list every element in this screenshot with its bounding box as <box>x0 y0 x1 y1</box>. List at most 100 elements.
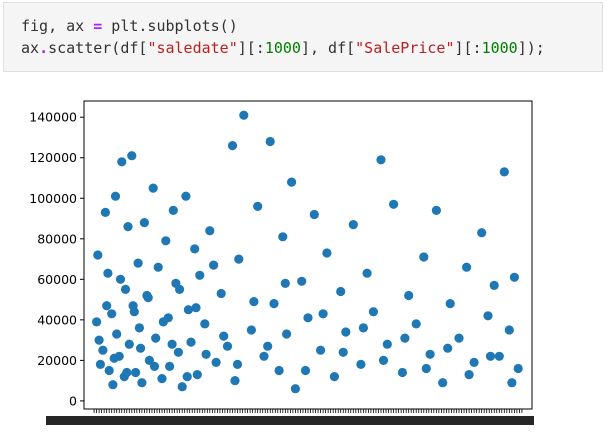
code-string: "saledate" <box>147 39 238 57</box>
scatter-point <box>133 258 143 268</box>
scatter-point <box>122 367 132 378</box>
scatter-point <box>431 205 441 215</box>
scatter-point <box>98 345 108 355</box>
scatter-point <box>216 288 226 299</box>
code-token: ], df[ <box>300 39 356 57</box>
scatter-point <box>348 220 358 230</box>
code-token: ][: <box>237 39 265 57</box>
code-token: fig, ax <box>21 17 94 35</box>
scatter-point <box>134 323 144 333</box>
code-token: scatter(df[ <box>48 39 148 57</box>
scatter-point <box>107 309 117 319</box>
code-operator: . <box>39 39 49 57</box>
scatter-point <box>129 307 139 317</box>
scatter-point <box>123 222 133 232</box>
scatter-point <box>190 244 200 254</box>
scatter-point <box>485 351 496 361</box>
scatter-point <box>421 363 431 374</box>
scatter-points <box>92 110 523 394</box>
code-number: 1000 <box>481 39 518 57</box>
scatter-point <box>454 333 464 343</box>
scatter-point <box>115 274 126 284</box>
scatter-point <box>137 378 147 388</box>
code-number: 1000 <box>264 39 301 57</box>
scatter-point <box>338 347 348 357</box>
scatter-point <box>127 151 137 161</box>
scatter-point <box>356 359 366 369</box>
scatter-point <box>183 305 193 315</box>
y-tick-label: 60000 <box>37 272 77 287</box>
code-line-1: fig, ax = plt.subplots() <box>21 17 238 35</box>
scatter-point <box>222 341 233 351</box>
scatter-point <box>287 177 297 187</box>
scatter-point <box>513 363 523 374</box>
scatter-point <box>249 297 259 307</box>
scatter-point <box>438 378 448 388</box>
scatter-point <box>297 276 307 286</box>
y-tick-label: 0 <box>69 393 77 408</box>
scatter-point <box>411 319 421 329</box>
scatter-point <box>143 293 153 303</box>
scatter-point <box>192 370 202 380</box>
scatter-point <box>300 365 311 376</box>
scatter-point <box>232 359 243 369</box>
scatter-point <box>136 343 146 353</box>
axes-frame <box>83 100 533 410</box>
code-input[interactable]: fig, ax = plt.subplots() ax.scatter(df["… <box>21 15 545 59</box>
scatter-point <box>382 339 392 349</box>
scatter-point <box>425 349 435 359</box>
scatter-point <box>400 333 410 343</box>
y-tick-label: 20000 <box>37 353 77 368</box>
scatter-point <box>95 359 105 369</box>
scatter-point <box>280 278 290 288</box>
scatter-point <box>309 209 319 220</box>
scatter-point <box>149 361 160 371</box>
scatter-point <box>201 349 211 359</box>
scatter-point <box>389 199 399 209</box>
scatter-point <box>157 374 167 384</box>
code-operator: = <box>93 17 103 35</box>
scatter-point <box>139 218 149 228</box>
y-tick-label: 100000 <box>29 191 77 206</box>
scatter-point <box>477 228 487 238</box>
scatter-point <box>265 136 275 147</box>
scatter-point <box>507 378 517 388</box>
scatter-point <box>368 307 378 317</box>
scatter-point <box>464 370 474 380</box>
code-string: "SalePrice" <box>355 39 455 57</box>
scatter-point <box>109 353 119 363</box>
code-cell[interactable]: fig, ax = plt.subplots() ax.scatter(df["… <box>3 2 603 72</box>
scatter-point <box>469 357 479 367</box>
scatter-point <box>151 333 161 343</box>
y-tick-label: 120000 <box>29 150 77 165</box>
scatter-point <box>290 384 300 394</box>
scatter-point <box>131 367 141 378</box>
scatter-point <box>376 155 386 165</box>
scatter-point <box>269 299 279 309</box>
scatter-point <box>494 351 504 361</box>
scatter-point <box>246 325 256 335</box>
scatter-point <box>158 317 168 327</box>
scatter-point <box>92 317 102 327</box>
scatter-point <box>274 365 284 376</box>
scatter-point <box>227 141 238 151</box>
scatter-point <box>329 372 339 382</box>
scatter-point <box>104 365 114 376</box>
scatter-point <box>124 339 134 349</box>
code-token: ][: <box>454 39 482 57</box>
y-ticks: 0 20000 40000 60000 80000 100000 120000 140000 <box>29 110 84 408</box>
scatter-point <box>397 367 407 378</box>
scatter-point <box>318 309 328 319</box>
x-tick-labels-overlap <box>46 416 534 425</box>
scatter-point <box>303 313 313 323</box>
scatter-point <box>175 284 185 294</box>
scatter-point <box>483 311 493 321</box>
figure-background <box>0 92 607 441</box>
y-tick-label: 40000 <box>37 312 77 327</box>
scatter-point <box>161 236 171 246</box>
scatter-point <box>195 270 205 280</box>
code-token: plt.subplots() <box>102 17 238 35</box>
scatter-point <box>322 248 332 258</box>
scatter-point <box>234 254 244 264</box>
code-token: ax <box>21 39 40 57</box>
